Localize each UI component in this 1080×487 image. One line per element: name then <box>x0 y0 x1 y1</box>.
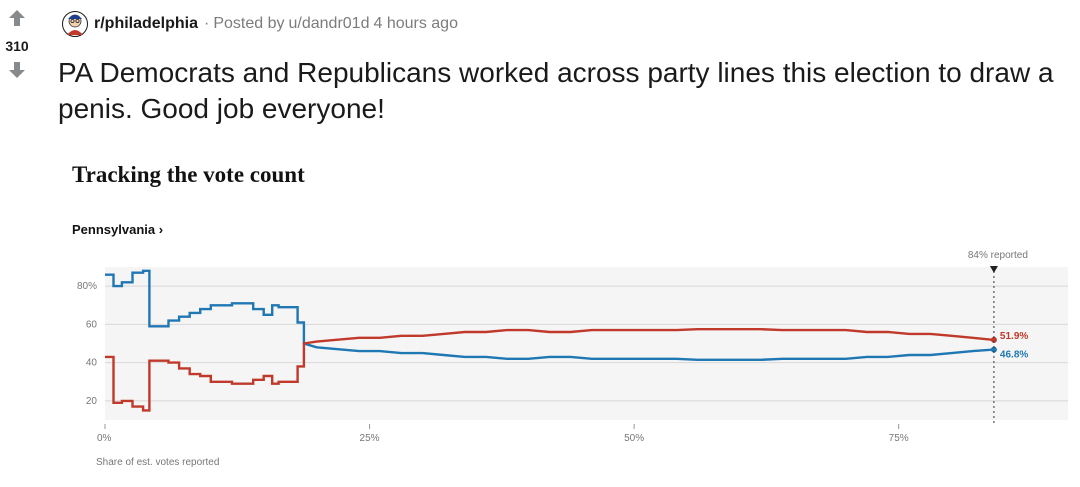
username-link[interactable]: u/dandr01d <box>288 15 370 32</box>
y-tick-label: 20 <box>86 396 98 407</box>
post-time: 4 hours ago <box>373 15 458 32</box>
post-image-chart[interactable]: Tracking the vote count Pennsylvania › 2… <box>0 150 1080 487</box>
y-tick-label: 60 <box>86 319 98 330</box>
vote-count-chart: 20 40 60 80% 0% 25% 50% 75% 46.8% 51.9% 84% rep… <box>77 250 1068 468</box>
reported-label: 84% reported <box>968 250 1028 261</box>
post-meta: r/philadelphia · Posted by u/dandr01d 4 … <box>62 10 458 38</box>
x-tick-label: 50% <box>624 433 644 444</box>
vote-column: 310 <box>0 8 34 80</box>
subreddit-avatar-icon[interactable] <box>62 11 88 37</box>
x-axis-label: Share of est. votes reported <box>96 457 219 468</box>
downvote-arrow-icon[interactable] <box>7 60 27 80</box>
x-tick-label: 25% <box>360 433 380 444</box>
post-title[interactable]: PA Democrats and Republicans worked acro… <box>58 57 1054 124</box>
series-end-label: 51.9% <box>1000 331 1028 342</box>
meta-separator: · <box>204 15 210 32</box>
y-tick-label: 80% <box>77 281 97 292</box>
series-line <box>105 269 994 362</box>
upvote-arrow-icon[interactable] <box>7 8 27 28</box>
x-tick-label: 75% <box>889 433 909 444</box>
posted-by-label: Posted by <box>213 15 285 32</box>
reported-marker-icon <box>989 266 998 273</box>
chart-state-link: Pennsylvania › <box>72 222 164 237</box>
vote-score: 310 <box>5 38 29 54</box>
y-tick-label: 40 <box>86 358 98 369</box>
series-end-label: 46.8% <box>1000 350 1028 361</box>
x-tick-label: 0% <box>97 433 112 444</box>
series-end-point <box>990 336 997 343</box>
subreddit-link[interactable]: r/philadelphia <box>94 15 199 32</box>
series-end-point <box>990 346 997 353</box>
plot-background <box>105 267 1068 420</box>
chart-title: Tracking the vote count <box>72 162 305 187</box>
series-line <box>105 327 995 412</box>
